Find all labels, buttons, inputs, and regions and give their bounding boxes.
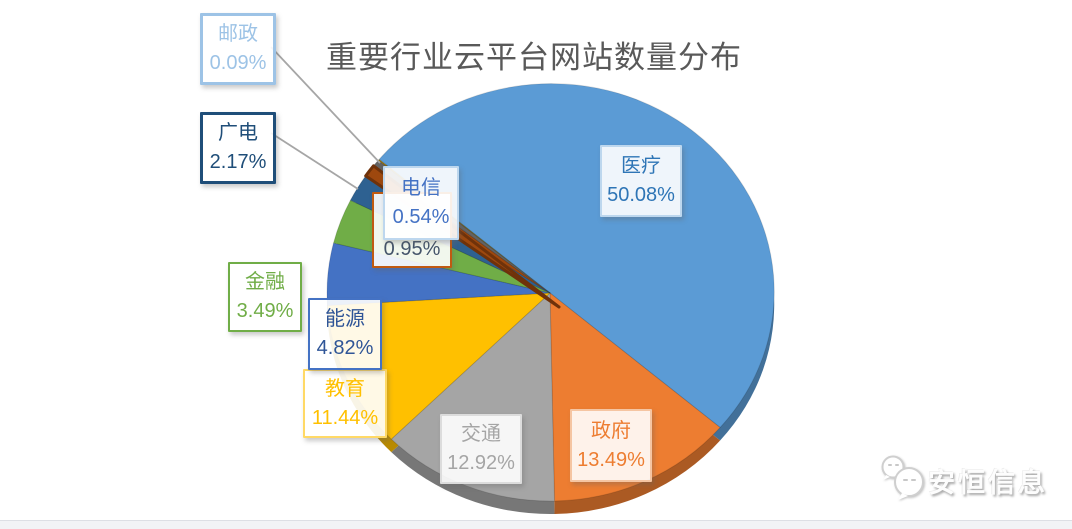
pie-callout-jinrong: 金融 3.49% bbox=[228, 262, 302, 332]
callout-percent: 13.49% bbox=[577, 448, 645, 471]
callout-category: 交通 bbox=[461, 423, 501, 445]
callout-category: 教育 bbox=[325, 377, 365, 400]
watermark-text: 安恒信息 bbox=[928, 468, 1048, 498]
callout-category: 医疗 bbox=[621, 155, 661, 177]
callout-category: 电信 bbox=[401, 177, 441, 199]
pie-callout-jiaotong: 交通 12.92% bbox=[440, 414, 522, 484]
callout-percent: 0.54% bbox=[392, 206, 450, 228]
pie-callout-dianxin: 电信 0.54% bbox=[383, 166, 459, 240]
callout-percent: 12.92% bbox=[447, 452, 515, 474]
pie-callout-yiliao: 医疗 50.08% bbox=[600, 145, 682, 217]
chart-title: 重要行业云平台网站数量分布 bbox=[326, 40, 742, 75]
leader-line-youzheng bbox=[270, 46, 381, 164]
pie-callout-guangdian: 广电 2.17% bbox=[200, 112, 276, 184]
pie-callout-jiaoyu: 教育 11.44% bbox=[303, 369, 387, 438]
leader-line-guangdian bbox=[270, 132, 359, 190]
callout-category: 邮政 bbox=[218, 23, 258, 45]
pie-callout-youzheng: 邮政 0.09% bbox=[200, 13, 276, 85]
pie-callout-nengyuan: 能源 4.82% bbox=[308, 298, 382, 370]
callout-percent: 0.95% bbox=[383, 238, 441, 260]
callout-percent: 0.09% bbox=[209, 52, 267, 74]
callout-percent: 4.82% bbox=[316, 337, 374, 359]
callout-percent: 2.17% bbox=[209, 151, 267, 173]
callout-category: 政府 bbox=[591, 419, 631, 442]
callout-percent: 50.08% bbox=[607, 184, 675, 206]
callout-percent: 11.44% bbox=[311, 406, 379, 429]
callout-category: 能源 bbox=[325, 308, 365, 330]
callout-category: 金融 bbox=[245, 271, 285, 293]
callout-category: 广电 bbox=[218, 122, 258, 144]
bottom-divider bbox=[0, 520, 1072, 529]
pie-callout-zhengfu: 政府 13.49% bbox=[570, 409, 652, 482]
callout-percent: 3.49% bbox=[236, 300, 294, 322]
anheng-logo-icon bbox=[881, 455, 924, 500]
